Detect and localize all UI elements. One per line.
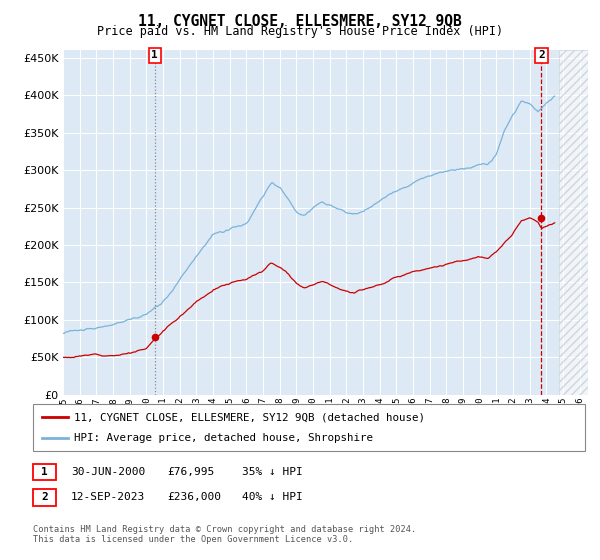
Text: 35% ↓ HPI: 35% ↓ HPI (242, 467, 302, 477)
Text: 40% ↓ HPI: 40% ↓ HPI (242, 492, 302, 502)
Text: Contains HM Land Registry data © Crown copyright and database right 2024.
This d: Contains HM Land Registry data © Crown c… (33, 525, 416, 544)
Text: Price paid vs. HM Land Registry's House Price Index (HPI): Price paid vs. HM Land Registry's House … (97, 25, 503, 38)
Text: £76,995: £76,995 (167, 467, 214, 477)
Text: 30-JUN-2000: 30-JUN-2000 (71, 467, 145, 477)
Text: 11, CYGNET CLOSE, ELLESMERE, SY12 9QB (detached house): 11, CYGNET CLOSE, ELLESMERE, SY12 9QB (d… (74, 412, 425, 422)
Text: 1: 1 (151, 50, 158, 60)
Text: 11, CYGNET CLOSE, ELLESMERE, SY12 9QB: 11, CYGNET CLOSE, ELLESMERE, SY12 9QB (138, 14, 462, 29)
Text: 2: 2 (41, 492, 48, 502)
Text: 1: 1 (41, 467, 48, 477)
Text: 12-SEP-2023: 12-SEP-2023 (71, 492, 145, 502)
Text: HPI: Average price, detached house, Shropshire: HPI: Average price, detached house, Shro… (74, 433, 373, 443)
Text: £236,000: £236,000 (167, 492, 221, 502)
Bar (559, 50, 588, 395)
Text: 2: 2 (538, 50, 545, 60)
